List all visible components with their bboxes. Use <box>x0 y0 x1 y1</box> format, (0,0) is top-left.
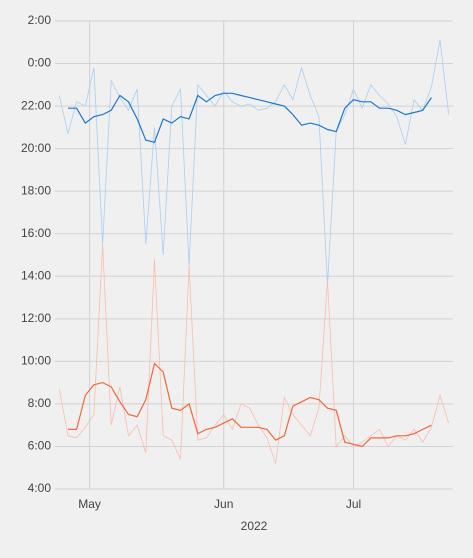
line <box>58 40 450 285</box>
y-tick-label: 12:00 <box>21 311 51 325</box>
y-tick-label: 6:00 <box>28 439 52 453</box>
y-tick-label: 2:00 <box>28 13 52 27</box>
y-tick-label: 22:00 <box>21 98 51 112</box>
y-tick-label: 20:00 <box>21 141 51 155</box>
line <box>58 244 450 464</box>
x-axis-label: 2022 <box>241 519 268 533</box>
x-tick-label: Jun <box>214 497 233 511</box>
y-tick-label: 10:00 <box>21 354 51 368</box>
line <box>68 92 432 144</box>
line <box>68 362 432 448</box>
y-tick-label: 0:00 <box>28 56 52 70</box>
x-tick-label: May <box>78 497 101 511</box>
y-tick-label: 16:00 <box>21 226 51 240</box>
y-tick-label: 8:00 <box>28 396 52 410</box>
x-tick-label: Jul <box>346 497 361 511</box>
y-tick-label: 18:00 <box>21 183 51 197</box>
y-tick-label: 4:00 <box>28 481 52 495</box>
y-tick-label: 14:00 <box>21 268 51 282</box>
